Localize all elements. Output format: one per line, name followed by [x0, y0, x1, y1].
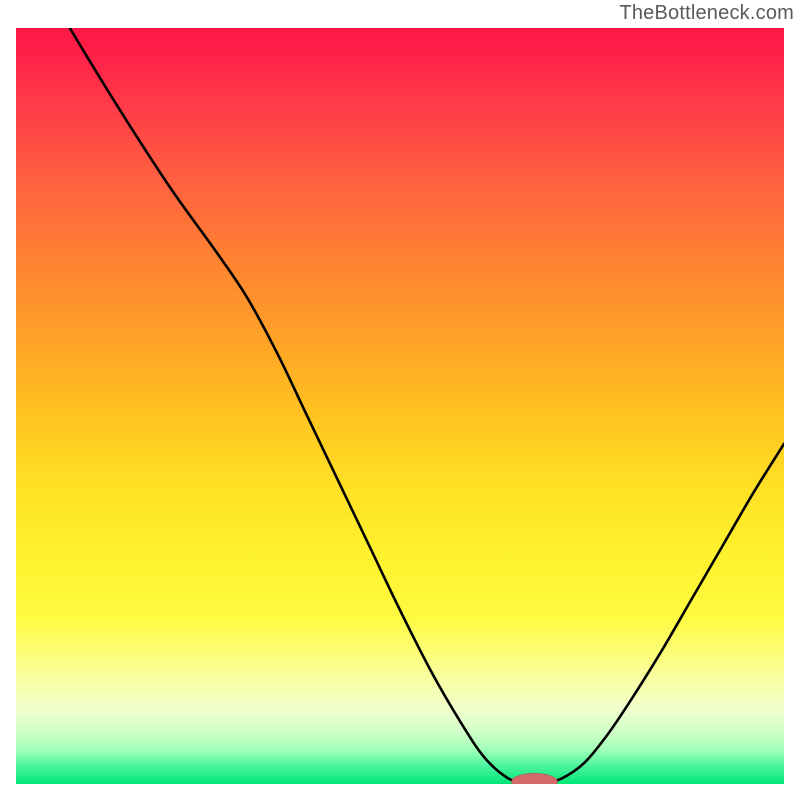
chart-background-gradient: [16, 28, 784, 784]
watermark-text: TheBottleneck.com: [619, 2, 794, 25]
bottleneck-chart: [16, 28, 784, 784]
